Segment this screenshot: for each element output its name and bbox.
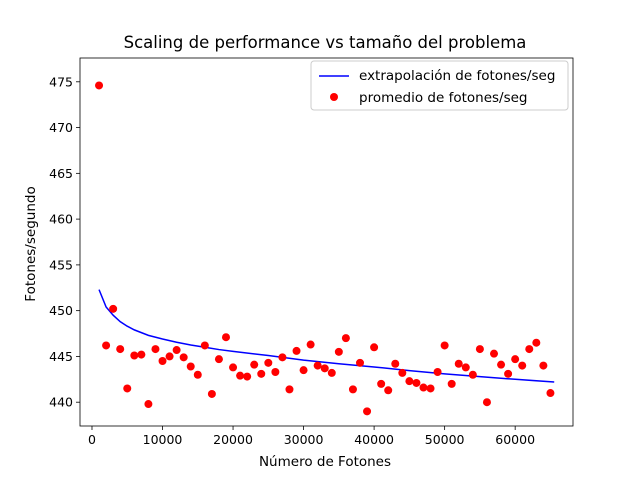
data-point — [186, 362, 195, 371]
legend-label-line: extrapolación de fotones/seg — [359, 68, 555, 84]
data-point — [229, 363, 238, 372]
data-point — [179, 353, 188, 362]
data-point — [327, 368, 336, 377]
data-point — [285, 385, 294, 394]
data-point — [370, 343, 379, 352]
x-tick-label: 50000 — [425, 432, 465, 447]
data-point — [130, 351, 139, 360]
legend-label-points: promedio de fotones/seg — [359, 90, 528, 106]
y-axis-label: Fotones/segundo — [23, 186, 39, 301]
data-point — [158, 357, 167, 366]
data-point — [306, 340, 315, 349]
data-point — [292, 346, 301, 355]
data-point — [426, 384, 435, 393]
data-point — [384, 386, 393, 395]
data-point — [172, 346, 181, 355]
data-point — [334, 347, 343, 356]
series-points-group — [95, 81, 555, 416]
data-point — [250, 360, 259, 369]
chart-title: Scaling de performance vs tamaño del pro… — [124, 33, 527, 52]
data-point — [405, 377, 414, 386]
data-point — [95, 81, 104, 90]
data-point — [116, 345, 125, 354]
data-point — [539, 361, 548, 370]
data-point — [221, 333, 230, 342]
x-axis-label: Número de Fotones — [259, 454, 391, 470]
legend: extrapolación de fotones/seg promedio de… — [310, 60, 569, 111]
data-point — [137, 350, 146, 359]
data-point — [504, 369, 513, 378]
data-point — [356, 358, 365, 367]
data-point — [475, 345, 484, 354]
data-point — [341, 334, 350, 343]
y-tick-label: 475 — [49, 74, 73, 89]
data-point — [102, 341, 111, 350]
y-tick-label: 460 — [49, 212, 73, 227]
x-tick-label: 20000 — [213, 432, 253, 447]
data-point — [532, 338, 541, 347]
data-point — [546, 389, 555, 398]
data-point — [377, 379, 386, 388]
y-tick-label: 450 — [49, 303, 73, 318]
data-point — [165, 352, 174, 361]
data-point — [447, 379, 456, 388]
data-point — [264, 358, 273, 367]
data-point — [109, 304, 118, 313]
legend-box — [310, 60, 569, 111]
plot-area — [79, 57, 574, 427]
data-point — [525, 345, 534, 354]
data-point — [193, 370, 202, 379]
data-point — [123, 384, 132, 393]
data-point — [299, 366, 308, 375]
data-point — [151, 345, 160, 354]
x-tick-label: 10000 — [143, 432, 183, 447]
data-point — [398, 368, 407, 377]
plot-frame — [79, 57, 574, 427]
data-point — [419, 383, 428, 392]
x-tick-label: 40000 — [354, 432, 394, 447]
y-tick-label: 440 — [49, 395, 73, 410]
data-point — [278, 353, 287, 362]
data-point — [214, 355, 223, 364]
y-tick-label: 445 — [49, 349, 73, 364]
y-tick-label: 465 — [49, 166, 73, 181]
data-point — [440, 341, 449, 350]
data-point — [243, 372, 252, 381]
data-point — [454, 359, 463, 368]
data-point — [320, 364, 329, 373]
x-tick-label: 30000 — [284, 432, 324, 447]
data-point — [144, 400, 153, 409]
y-tick-label: 470 — [49, 120, 73, 135]
data-point — [257, 369, 266, 378]
data-point — [391, 359, 400, 368]
y-tick-label: 455 — [49, 257, 73, 272]
x-tick-label: 0 — [88, 432, 96, 447]
data-point — [461, 363, 470, 372]
legend-point-swatch — [330, 93, 338, 101]
data-point — [468, 370, 477, 379]
data-point — [313, 361, 322, 370]
data-point — [497, 360, 506, 369]
data-point — [482, 398, 491, 407]
data-point — [271, 367, 280, 376]
data-point — [511, 355, 520, 364]
x-tick-label: 60000 — [495, 432, 535, 447]
data-point — [207, 389, 216, 398]
data-point — [200, 341, 209, 350]
x-axis-ticks: 0 10000 20000 30000 40000 50000 60000 — [88, 426, 535, 447]
y-axis-ticks: 440 445 450 455 460 465 470 475 — [49, 74, 80, 410]
data-point — [236, 371, 245, 380]
data-point — [433, 367, 442, 376]
data-point — [518, 361, 527, 370]
data-point — [363, 407, 372, 416]
data-point — [348, 385, 357, 394]
data-point — [490, 349, 499, 358]
data-point — [412, 378, 421, 387]
